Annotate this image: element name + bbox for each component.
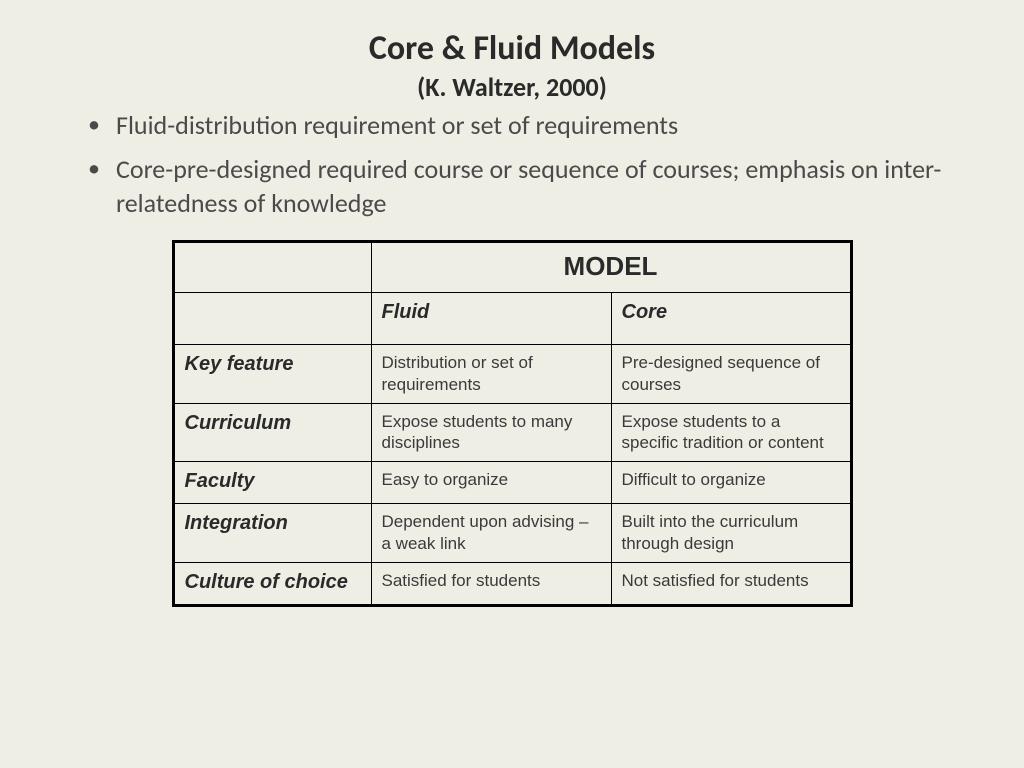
table-row: Curriculum Expose students to many disci… (173, 403, 851, 462)
cell-core: Not satisfied for students (611, 562, 851, 605)
bullet-item: Fluid-distribution requirement or set of… (116, 109, 964, 143)
title-block: Core & Fluid Models (K. Waltzer, 2000) (60, 28, 964, 103)
cell-fluid: Satisfied for students (371, 562, 611, 605)
table-row: Key feature Distribution or set of requi… (173, 345, 851, 404)
table-container: MODEL Fluid Core Key feature Distributio… (60, 240, 964, 607)
row-label: Culture of choice (173, 562, 371, 605)
header-model: MODEL (371, 242, 851, 293)
table-header-row: MODEL (173, 242, 851, 293)
cell-core: Built into the curriculum through design (611, 504, 851, 563)
col-fluid: Fluid (371, 293, 611, 345)
cell-core: Expose students to a specific tradition … (611, 403, 851, 462)
header-empty (173, 242, 371, 293)
subheader-empty (173, 293, 371, 345)
cell-fluid: Distribution or set of requirements (371, 345, 611, 404)
cell-fluid: Easy to organize (371, 462, 611, 504)
row-label: Faculty (173, 462, 371, 504)
slide-title: Core & Fluid Models (60, 28, 964, 69)
cell-core: Pre-designed sequence of courses (611, 345, 851, 404)
cell-fluid: Expose students to many disciplines (371, 403, 611, 462)
cell-fluid: Dependent upon advising – a weak link (371, 504, 611, 563)
table-row: Faculty Easy to organize Difficult to or… (173, 462, 851, 504)
table-subheader-row: Fluid Core (173, 293, 851, 345)
table-row: Culture of choice Satisfied for students… (173, 562, 851, 605)
cell-core: Difficult to organize (611, 462, 851, 504)
models-table: MODEL Fluid Core Key feature Distributio… (172, 240, 853, 607)
bullet-list: Fluid-distribution requirement or set of… (60, 109, 964, 220)
col-core: Core (611, 293, 851, 345)
bullet-item: Core-pre-designed required course or seq… (116, 153, 964, 221)
row-label: Curriculum (173, 403, 371, 462)
slide-subtitle: (K. Waltzer, 2000) (60, 71, 964, 103)
table-row: Integration Dependent upon advising – a … (173, 504, 851, 563)
row-label: Key feature (173, 345, 371, 404)
row-label: Integration (173, 504, 371, 563)
